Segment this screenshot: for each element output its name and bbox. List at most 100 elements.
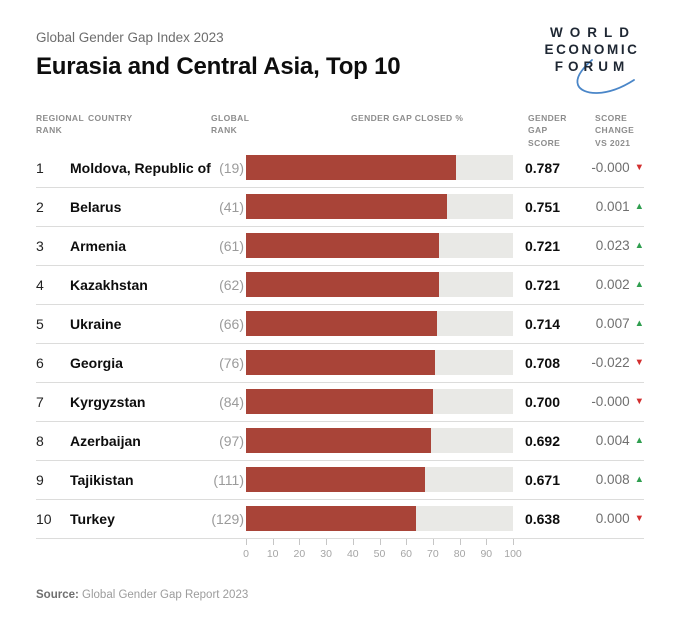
gap-score-value: 0.751 [524, 198, 560, 215]
axis-tick-label: 40 [346, 547, 359, 560]
score-change-cell: 0.023 ▲ [568, 238, 644, 253]
score-change-cell: 0.007 ▲ [568, 316, 644, 331]
score-change-value: 0.000 [595, 511, 630, 527]
global-rank-value: (76) [219, 354, 244, 371]
bar-track [246, 155, 513, 181]
axis-tick [459, 538, 461, 545]
col-header-country: COUNTRY [88, 113, 133, 123]
gap-score-value: 0.700 [524, 393, 560, 410]
score-change-value: 0.002 [595, 277, 630, 293]
col-header-gap-closed: GENDER GAP CLOSED % [351, 113, 464, 123]
axis-tick [352, 538, 354, 545]
table-header: REGIONAL RANK COUNTRY GLOBAL RANK GENDER… [36, 112, 644, 149]
gap-score-value: 0.671 [524, 471, 560, 488]
global-rank-value: (61) [219, 237, 244, 254]
bar-track [246, 428, 513, 454]
axis-tick-label: 20 [293, 547, 306, 560]
gap-bar-cell [244, 467, 516, 493]
bar-fill [246, 194, 447, 220]
page-title: Eurasia and Central Asia, Top 10 [36, 53, 401, 80]
regional-rank-value: 9 [36, 471, 44, 488]
table-row: 10 Turkey (129) 0.638 0.000 ▼ [36, 500, 644, 539]
x-axis: 0 10 20 30 40 50 60 70 80 90 100 [243, 538, 522, 573]
score-change-value: 0.008 [595, 472, 630, 488]
bar-fill [246, 389, 433, 415]
regional-rank-value: 6 [36, 354, 44, 371]
global-rank-value: (97) [219, 432, 244, 449]
bar-track [246, 389, 513, 415]
bar-track [246, 506, 513, 532]
global-rank-value: (62) [219, 276, 244, 293]
axis-tick-label: 10 [266, 547, 279, 560]
country-name: Georgia [70, 354, 123, 371]
bar-fill [246, 311, 437, 337]
gap-bar-cell [244, 311, 516, 337]
score-change-cell: 0.000 ▼ [568, 511, 644, 526]
bar-track [246, 467, 513, 493]
gap-bar-cell [244, 272, 516, 298]
axis-tick [432, 538, 434, 545]
trend-arrow-icon: ▼ [634, 513, 644, 525]
table-row: 5 Ukraine (66) 0.714 0.007 ▲ [36, 305, 644, 344]
global-rank-value: (19) [219, 159, 244, 176]
wef-logo-line2: ECONOMIC [544, 42, 639, 57]
trend-arrow-icon: ▲ [634, 435, 644, 447]
gap-bar-cell [244, 194, 516, 220]
global-rank-value: (111) [213, 471, 244, 488]
score-change-cell: -0.000 ▼ [568, 160, 644, 175]
score-change-value: -0.000 [591, 160, 630, 176]
axis-tick [406, 538, 408, 545]
score-change-value: -0.022 [591, 355, 630, 371]
bar-track [246, 311, 513, 337]
table-row: 3 Armenia (61) 0.721 0.023 ▲ [36, 227, 644, 266]
trend-arrow-icon: ▼ [634, 357, 644, 369]
axis-tick [272, 538, 274, 545]
table-row: 2 Belarus (41) 0.751 0.001 ▲ [36, 188, 644, 227]
country-name: Turkey [70, 510, 115, 527]
gap-score-value: 0.721 [524, 237, 560, 254]
axis-tick-label: 50 [373, 547, 386, 560]
score-change-cell: 0.004 ▲ [568, 433, 644, 448]
regional-rank-value: 1 [36, 159, 44, 176]
bar-fill [246, 428, 431, 454]
regional-rank-value: 4 [36, 276, 44, 293]
trend-arrow-icon: ▼ [634, 396, 644, 408]
table-row: 1 Moldova, Republic of (19) 0.787 -0.000… [36, 149, 644, 188]
table-row: 6 Georgia (76) 0.708 -0.022 ▼ [36, 344, 644, 383]
regional-rank-value: 7 [36, 393, 44, 410]
table-row: 9 Tajikistan (111) 0.671 0.008 ▲ [36, 461, 644, 500]
score-change-cell: 0.008 ▲ [568, 472, 644, 487]
axis-tick [326, 538, 328, 545]
axis-tick-label: 90 [480, 547, 493, 560]
source-text: Global Gender Gap Report 2023 [82, 588, 249, 601]
wef-logo: WORLD ECONOMIC FORUM [544, 25, 639, 94]
score-change-value: 0.004 [595, 433, 630, 449]
table-row: 8 Azerbaijan (97) 0.692 0.004 ▲ [36, 422, 644, 461]
bar-track [246, 233, 513, 259]
gap-bar-cell [244, 506, 516, 532]
col-header-score: GENDER GAP SCORE [528, 113, 567, 148]
gap-score-value: 0.714 [524, 315, 560, 332]
axis-tick-label: 0 [243, 547, 249, 560]
header: Global Gender Gap Index 2023 Eurasia and… [36, 25, 644, 108]
country-name: Armenia [70, 237, 127, 254]
country-name: Kyrgyzstan [70, 393, 146, 410]
col-header-global-rank: GLOBAL RANK [211, 113, 250, 136]
title-block: Global Gender Gap Index 2023 Eurasia and… [36, 28, 401, 81]
bar-fill [246, 155, 457, 181]
axis-tick-label: 80 [453, 547, 466, 560]
regional-rank-value: 8 [36, 432, 44, 449]
bar-fill [246, 506, 417, 532]
global-rank-value: (41) [219, 198, 244, 215]
bar-fill [246, 272, 439, 298]
wef-logo-arc-icon [576, 59, 635, 94]
axis-tick [379, 538, 381, 545]
bar-fill [246, 350, 436, 376]
bar-fill [246, 467, 426, 493]
table-row: 4 Kazakhstan (62) 0.721 0.002 ▲ [36, 266, 644, 305]
global-rank-value: (84) [219, 393, 244, 410]
country-name: Moldova, Republic of [70, 159, 211, 176]
axis-tick-label: 70 [427, 547, 439, 560]
bar-track [246, 194, 513, 220]
score-change-value: 0.007 [595, 316, 630, 332]
